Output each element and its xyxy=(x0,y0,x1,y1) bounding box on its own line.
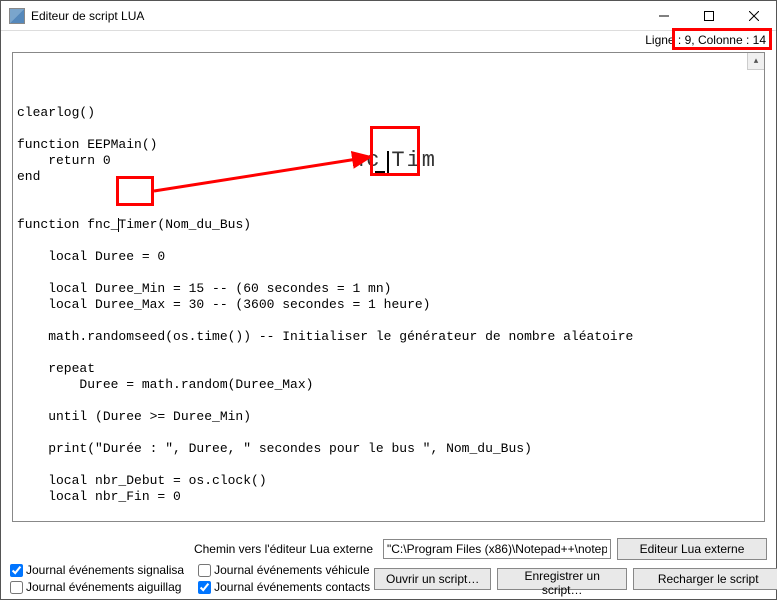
window-controls xyxy=(641,1,776,30)
zoom-underline xyxy=(375,171,385,173)
editor-frame: ▴ clearlog() function EEPMain() return 0… xyxy=(12,52,765,522)
open-script-button[interactable]: Ouvrir un script… xyxy=(374,568,491,590)
external-editor-path-input[interactable] xyxy=(383,539,611,559)
zoom-callout: nc Tim xyxy=(351,148,437,173)
app-icon xyxy=(9,8,25,24)
line-col-text: Ligne : 9, Colonne : 14 xyxy=(645,33,766,47)
path-label: Chemin vers l'éditeur Lua externe xyxy=(194,542,373,556)
log-switches-label: Journal événements aiguillag xyxy=(26,580,181,594)
log-contacts-label: Journal événements contacts xyxy=(214,580,370,594)
log-signals-label: Journal événements signalisa xyxy=(26,563,184,577)
log-contacts-checkbox[interactable] xyxy=(198,581,211,594)
log-switches-checkbox[interactable] xyxy=(10,581,23,594)
external-editor-button[interactable]: Editeur Lua externe xyxy=(617,538,767,560)
controls-row: Journal événements signalisa Journal évé… xyxy=(10,563,767,594)
reload-script-button[interactable]: Recharger le script xyxy=(633,568,777,590)
log-vehicles-label: Journal événements véhicule xyxy=(214,563,369,577)
save-script-button[interactable]: Enregistrer un script… xyxy=(497,568,627,590)
zoom-right: Tim xyxy=(391,148,437,173)
titlebar: Editeur de script LUA xyxy=(1,1,776,31)
log-signals-checkbox[interactable] xyxy=(10,564,23,577)
maximize-button[interactable] xyxy=(686,1,731,30)
bottom-panel: Chemin vers l'éditeur Lua externe Editeu… xyxy=(10,538,767,594)
cursor-position-status: Ligne : 9, Colonne : 14 xyxy=(639,30,772,50)
zoom-cursor xyxy=(387,151,389,175)
scroll-up-button[interactable]: ▴ xyxy=(747,53,764,70)
log-checkboxes: Journal événements signalisa Journal évé… xyxy=(10,563,370,594)
log-vehicles-checkbox[interactable] xyxy=(198,564,211,577)
path-row: Chemin vers l'éditeur Lua externe Editeu… xyxy=(10,538,767,560)
close-button[interactable] xyxy=(731,1,776,30)
zoom-left: nc xyxy=(351,148,381,173)
window-title: Editeur de script LUA xyxy=(31,9,641,23)
code-editor[interactable]: ▴ clearlog() function EEPMain() return 0… xyxy=(13,53,764,521)
minimize-button[interactable] xyxy=(641,1,686,30)
